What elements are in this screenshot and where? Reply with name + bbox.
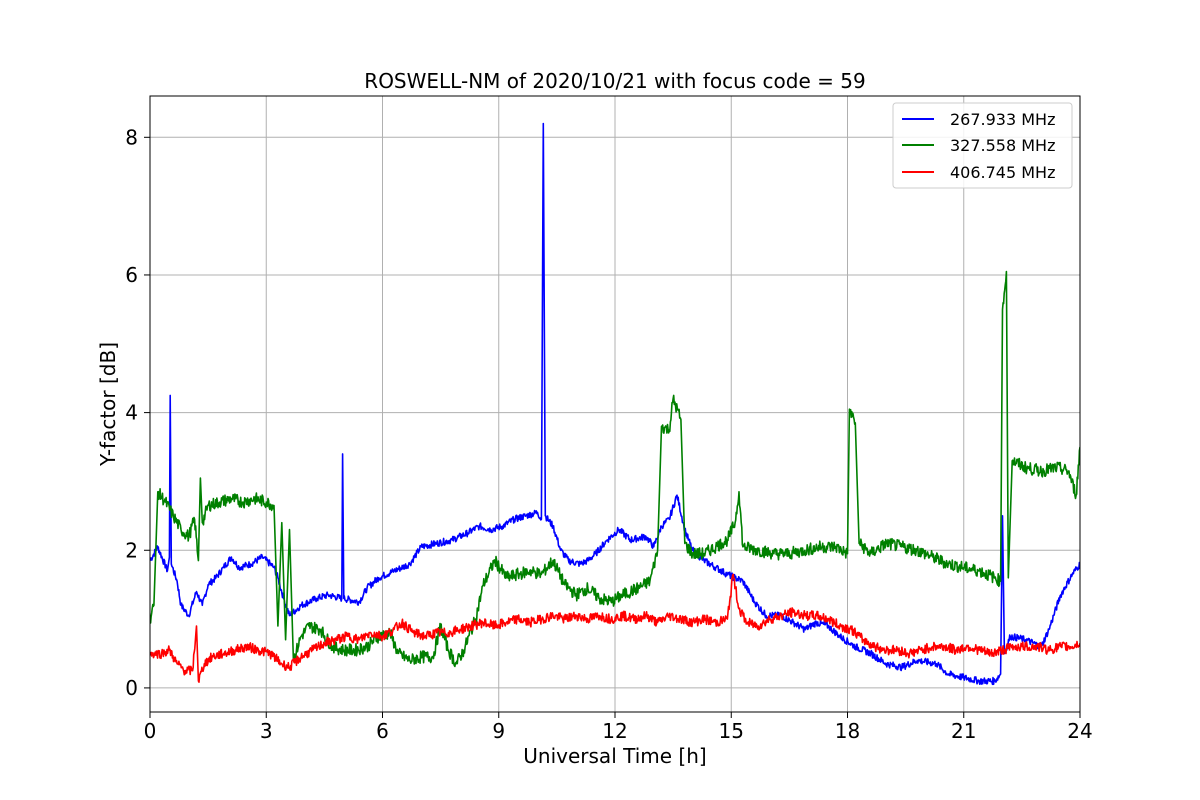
- plot-frame: [149, 95, 1081, 713]
- y-tick-label: 6: [125, 263, 138, 287]
- chart-title: ROSWELL-NM of 2020/10/21 with focus code…: [364, 69, 865, 93]
- legend-label-406: 406.745 MHz: [950, 163, 1055, 182]
- x-tick-label: 15: [719, 719, 744, 743]
- x-axis-label: Universal Time [h]: [523, 744, 706, 768]
- x-tick-label: 3: [260, 719, 273, 743]
- series-lines: [150, 122, 1080, 686]
- x-tick-label: 18: [835, 719, 860, 743]
- y-tick-label: 0: [125, 676, 138, 700]
- legend: 267.933 MHz 327.558 MHz 406.745 MHz: [892, 102, 1073, 189]
- y-tick-label: 4: [125, 401, 138, 425]
- series-line-267-mhz: [150, 122, 1080, 686]
- x-tick-label: 21: [951, 719, 976, 743]
- x-tick-label: 6: [376, 719, 389, 743]
- x-tick-label: 12: [602, 719, 627, 743]
- legend-label-327: 327.558 MHz: [950, 136, 1055, 155]
- y-tick-label: 2: [125, 538, 138, 562]
- series-line-327-mhz: [150, 270, 1080, 668]
- y-tick-label: 8: [125, 125, 138, 149]
- legend-box: [892, 102, 1073, 189]
- x-tick-label: 24: [1067, 719, 1092, 743]
- series-line-406-mhz: [150, 573, 1080, 683]
- y-axis-label: Y-factor [dB]: [96, 342, 120, 467]
- legend-label-267: 267.933 MHz: [950, 110, 1055, 129]
- x-tick-label: 9: [492, 719, 505, 743]
- x-tick-label: 0: [144, 719, 157, 743]
